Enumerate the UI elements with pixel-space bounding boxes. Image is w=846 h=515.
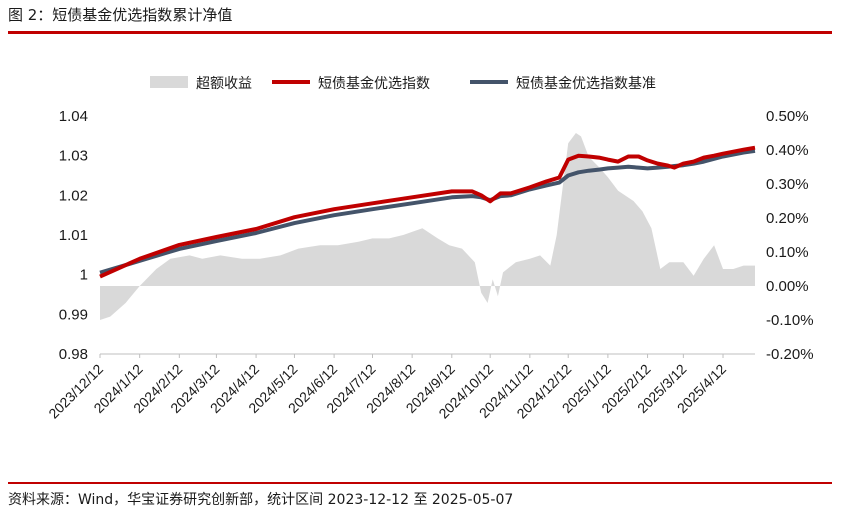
y-left-tick-label: 1 bbox=[80, 267, 88, 284]
figure-title: 图 2：短债基金优选指数累计净值 bbox=[8, 6, 233, 24]
legend-label-benchmark: 短债基金优选指数基准 bbox=[516, 75, 656, 92]
legend-label-excess: 超额收益 bbox=[196, 76, 252, 92]
y-left-tick-label: 1.02 bbox=[59, 187, 88, 204]
excess-area-layer bbox=[100, 133, 755, 320]
chart: 超额收益 短债基金优选指数 短债基金优选指数基准 1.041.031.021.0… bbox=[45, 75, 814, 422]
y-axis-left: 1.04 1.03 1.02 1.01 1 0.99 0.98 bbox=[59, 108, 88, 363]
x-axis: 2023/12/122024/1/122024/2/122024/3/12202… bbox=[45, 353, 755, 422]
legend-label-index: 短债基金优选指数 bbox=[318, 75, 430, 92]
y-right-tick-label: 0.10% bbox=[766, 244, 809, 261]
y-left-tick-label: 1.04 bbox=[59, 108, 88, 125]
legend: 超额收益 短债基金优选指数 短债基金优选指数基准 bbox=[150, 75, 656, 92]
title-rule bbox=[8, 31, 832, 34]
series-line-index bbox=[99, 145, 756, 279]
y-left-tick-label: 1.01 bbox=[59, 227, 88, 244]
series-area-excess bbox=[100, 133, 755, 320]
footer-rule bbox=[8, 482, 832, 484]
y-left-tick-label: 0.99 bbox=[59, 306, 88, 323]
y-left-tick-label: 0.98 bbox=[59, 346, 88, 363]
y-right-tick-label: 0.50% bbox=[766, 108, 809, 125]
y-right-tick-label: 0.20% bbox=[766, 210, 809, 227]
y-axis-right: 0.50% 0.40% 0.30% 0.20% 0.10% 0.00% -0.10% -0.2… bbox=[766, 108, 814, 363]
y-right-tick-label: 0.30% bbox=[766, 176, 809, 193]
y-right-tick-label: 0.40% bbox=[766, 142, 809, 159]
y-right-tick-label: -0.10% bbox=[766, 312, 814, 329]
y-left-tick-label: 1.03 bbox=[59, 148, 88, 165]
y-right-tick-label: -0.20% bbox=[766, 346, 814, 363]
line-layer bbox=[99, 145, 756, 279]
legend-swatch-excess bbox=[150, 76, 188, 88]
y-right-tick-label: 0.00% bbox=[766, 278, 809, 295]
source-note: 资料来源：Wind，华宝证券研究创新部，统计区间 2023-12-12 至 20… bbox=[8, 492, 514, 508]
